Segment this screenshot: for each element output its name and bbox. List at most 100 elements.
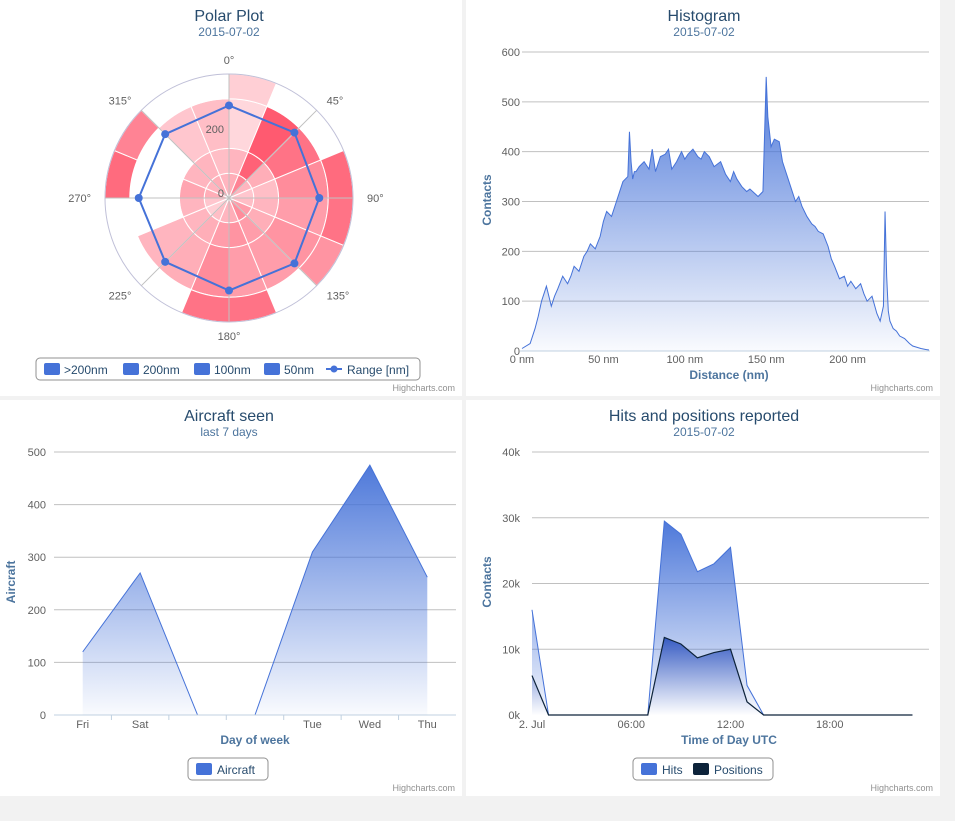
y-tick-label: 500 xyxy=(502,97,520,109)
legend-item-range[interactable]: Range [nm] xyxy=(326,363,409,377)
x-tick-label: Fri xyxy=(76,719,89,731)
y-tick-labels: 0 100 200 300 400 500 600 xyxy=(502,47,520,358)
x-axis-title: Time of Day UTC xyxy=(681,733,777,747)
x-tick-label: Tue xyxy=(303,719,322,731)
legend-label: Hits xyxy=(662,763,683,777)
legend-item-200nm[interactable]: 200nm xyxy=(123,363,180,377)
range-series[interactable] xyxy=(134,101,324,295)
x-tick-labels: 0 nm 50 nm 100 nm 150 nm 200 nm xyxy=(510,354,866,366)
range-point[interactable] xyxy=(290,259,299,268)
angle-label-180: 180° xyxy=(218,331,241,343)
x-tick-label: 150 nm xyxy=(748,354,785,366)
y-tick-label: 300 xyxy=(28,552,46,564)
x-tick-labels: 2. Jul 06:00 12:00 18:00 xyxy=(519,719,844,731)
legend-item-50nm[interactable]: 50nm xyxy=(264,363,314,377)
legend-symbol xyxy=(194,363,210,375)
y-tick-labels: 0k 10k 20k 30k 40k xyxy=(502,447,520,722)
histogram-series-line[interactable] xyxy=(521,76,930,351)
x-tick-label: 0 nm xyxy=(510,354,534,366)
polar-legend: >200nm 200nm 100nm 50nm Range [nm] xyxy=(35,357,421,381)
legend-symbol xyxy=(196,763,212,775)
credits-link[interactable]: Highcharts.com xyxy=(870,783,933,793)
angle-label-0: 0° xyxy=(224,55,235,67)
angle-label-135: 135° xyxy=(327,291,350,303)
range-point[interactable] xyxy=(315,194,324,202)
x-tick-labels: Fri Sat Tue Wed Thu xyxy=(76,715,437,731)
chart-title: Hits and positions reported xyxy=(609,408,799,425)
aircraft-legend: Aircraft xyxy=(187,757,269,781)
credits-link[interactable]: Highcharts.com xyxy=(392,383,455,393)
x-tick-label: 06:00 xyxy=(617,719,645,731)
legend-symbol xyxy=(264,363,280,375)
angle-label-315: 315° xyxy=(109,95,132,107)
y-tick-labels: 0 100 200 300 400 500 xyxy=(28,447,46,722)
legend-symbol xyxy=(641,763,657,775)
y-axis-title: Aircraft xyxy=(4,561,18,604)
chart-subtitle: last 7 days xyxy=(200,425,257,439)
chart-subtitle: 2015-07-02 xyxy=(198,25,260,39)
legend-item-100nm[interactable]: 100nm xyxy=(194,363,251,377)
range-point[interactable] xyxy=(225,101,233,110)
angle-label-225: 225° xyxy=(109,291,132,303)
positions-area xyxy=(532,637,913,715)
polar-plot-panel: Polar Plot 2015-07-02 0° 45° 90° 135° 18… xyxy=(0,0,462,396)
y-tick-label: 200 xyxy=(28,605,46,617)
polar-spoke xyxy=(140,109,230,199)
legend-item-positions[interactable]: Positions xyxy=(693,763,763,777)
aircraft-seen-chart: Aircraft seen last 7 days 0 100 200 300 400 5… xyxy=(4,408,456,793)
polar-spoke xyxy=(228,109,318,199)
legend-symbol xyxy=(123,363,139,375)
legend-label: Positions xyxy=(714,763,763,777)
chart-title: Aircraft seen xyxy=(184,408,274,425)
polar-plot-chart: Polar Plot 2015-07-02 0° 45° 90° 135° 18… xyxy=(35,8,455,393)
y-tick-label: 500 xyxy=(28,447,46,459)
hits-legend: Hits Positions xyxy=(632,757,774,781)
polar-spoke xyxy=(140,197,230,287)
y-axis-title: Contacts xyxy=(480,556,494,608)
credits-link[interactable]: Highcharts.com xyxy=(870,383,933,393)
polar-spoke xyxy=(228,197,318,287)
range-point[interactable] xyxy=(161,257,170,266)
credits-link[interactable]: Highcharts.com xyxy=(392,783,455,793)
radial-label-200: 200 xyxy=(206,124,224,136)
x-tick-label: 200 nm xyxy=(829,354,866,366)
y-tick-label: 100 xyxy=(28,657,46,669)
polar-angle-labels: 0° 45° 90° 135° 180° 225° 270° 315° xyxy=(68,55,383,343)
legend-item-aircraft[interactable]: Aircraft xyxy=(196,763,256,777)
y-tick-label: 400 xyxy=(28,500,46,512)
y-tick-label: 300 xyxy=(502,197,520,209)
y-tick-label: 600 xyxy=(502,47,520,59)
legend-item-hits[interactable]: Hits xyxy=(641,763,683,777)
x-tick-label: Sat xyxy=(132,719,149,731)
legend-item-gt200nm[interactable]: >200nm xyxy=(44,363,108,377)
chart-subtitle: 2015-07-02 xyxy=(673,425,735,439)
legend-symbol xyxy=(693,763,709,775)
x-tick-label: Thu xyxy=(418,719,437,731)
range-point[interactable] xyxy=(161,130,170,139)
legend-symbol-marker xyxy=(330,365,338,373)
range-point[interactable] xyxy=(290,128,299,137)
range-point[interactable] xyxy=(225,286,233,295)
histogram-area xyxy=(522,76,929,352)
angle-label-90: 90° xyxy=(367,193,384,205)
legend-label: 200nm xyxy=(143,363,180,377)
aircraft-seen-panel: Aircraft seen last 7 days 0 100 200 300 400 5… xyxy=(0,400,462,796)
y-tick-label: 200 xyxy=(502,246,520,258)
legend-label: Range [nm] xyxy=(347,363,409,377)
polar-grid xyxy=(104,73,354,323)
angle-label-270: 270° xyxy=(68,193,91,205)
y-axis-title: Contacts xyxy=(480,174,494,226)
legend-label: 100nm xyxy=(214,363,251,377)
range-point[interactable] xyxy=(134,194,143,202)
hits-area xyxy=(532,521,913,715)
y-tick-label: 0k xyxy=(508,710,520,722)
x-tick-label: 100 nm xyxy=(666,354,703,366)
y-tick-label: 10k xyxy=(502,644,520,656)
y-tick-label: 400 xyxy=(502,147,520,159)
chart-title: Histogram xyxy=(668,8,741,25)
x-tick-label: 18:00 xyxy=(816,719,844,731)
positions-series-line[interactable] xyxy=(531,636,913,716)
angle-label-45: 45° xyxy=(327,95,344,107)
x-tick-label: Wed xyxy=(359,719,381,731)
chart-title: Polar Plot xyxy=(194,8,264,25)
